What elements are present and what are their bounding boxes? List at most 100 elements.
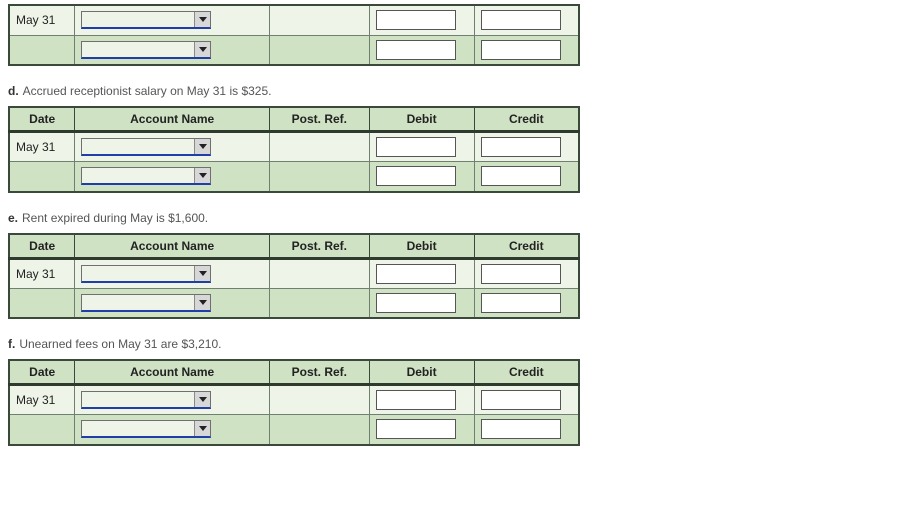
chevron-down-icon[interactable]	[194, 42, 210, 57]
debit-input[interactable]	[376, 293, 456, 313]
account-cell	[75, 258, 270, 288]
chevron-down-icon[interactable]	[194, 295, 210, 310]
account-cell	[75, 35, 270, 65]
credit-input[interactable]	[481, 264, 561, 284]
account-dropdown[interactable]	[81, 167, 211, 185]
debit-input[interactable]	[376, 390, 456, 410]
credit-input[interactable]	[481, 137, 561, 157]
header-credit: Credit	[474, 107, 579, 132]
credit-input[interactable]	[481, 10, 561, 30]
credit-input[interactable]	[481, 166, 561, 186]
postref-cell	[270, 258, 370, 288]
account-dropdown[interactable]	[81, 391, 211, 409]
section-prompt-text: Unearned fees on May 31 are $3,210.	[19, 337, 221, 351]
section-letter: f.	[8, 337, 15, 351]
header-debit: Debit	[369, 360, 474, 385]
account-cell	[75, 288, 270, 318]
table-row	[9, 288, 579, 318]
table-row	[9, 162, 579, 192]
postref-cell	[270, 385, 370, 415]
date-cell	[9, 288, 75, 318]
account-cell	[75, 415, 270, 445]
header-credit: Credit	[474, 360, 579, 385]
credit-cell	[474, 385, 579, 415]
postref-cell	[270, 162, 370, 192]
account-dropdown[interactable]	[81, 41, 211, 59]
table-row	[9, 415, 579, 445]
header-date: Date	[9, 360, 75, 385]
section-prompt-text: Accrued receptionist salary on May 31 is…	[23, 84, 272, 98]
debit-cell	[369, 35, 474, 65]
account-cell	[75, 385, 270, 415]
debit-cell	[369, 132, 474, 162]
postref-cell	[270, 415, 370, 445]
account-cell	[75, 162, 270, 192]
credit-cell	[474, 132, 579, 162]
section-prompt: e. Rent expired during May is $1,600.	[8, 211, 908, 225]
chevron-down-icon[interactable]	[194, 392, 210, 407]
account-dropdown[interactable]	[81, 11, 211, 29]
journal-table: DateAccount NamePost. Ref.DebitCreditMay…	[8, 359, 580, 446]
debit-input[interactable]	[376, 166, 456, 186]
debit-cell	[369, 5, 474, 35]
header-postref: Post. Ref.	[270, 360, 370, 385]
credit-cell	[474, 35, 579, 65]
header-postref: Post. Ref.	[270, 107, 370, 132]
credit-input[interactable]	[481, 390, 561, 410]
date-cell: May 31	[9, 258, 75, 288]
credit-cell	[474, 288, 579, 318]
postref-cell	[270, 132, 370, 162]
date-cell	[9, 415, 75, 445]
header-credit: Credit	[474, 234, 579, 259]
chevron-down-icon[interactable]	[194, 421, 210, 436]
section-letter: d.	[8, 84, 19, 98]
debit-cell	[369, 258, 474, 288]
account-cell	[75, 5, 270, 35]
header-account: Account Name	[75, 234, 270, 259]
section-letter: e.	[8, 211, 18, 225]
chevron-down-icon[interactable]	[194, 266, 210, 281]
journal-table: May 31	[8, 4, 580, 66]
header-debit: Debit	[369, 107, 474, 132]
credit-cell	[474, 5, 579, 35]
date-cell: May 31	[9, 132, 75, 162]
postref-cell	[270, 5, 370, 35]
debit-cell	[369, 415, 474, 445]
chevron-down-icon[interactable]	[194, 12, 210, 27]
section-prompt-text: Rent expired during May is $1,600.	[22, 211, 208, 225]
debit-cell	[369, 162, 474, 192]
credit-input[interactable]	[481, 293, 561, 313]
debit-input[interactable]	[376, 10, 456, 30]
header-date: Date	[9, 234, 75, 259]
header-account: Account Name	[75, 107, 270, 132]
debit-cell	[369, 385, 474, 415]
debit-input[interactable]	[376, 264, 456, 284]
debit-input[interactable]	[376, 137, 456, 157]
table-row	[9, 35, 579, 65]
date-cell	[9, 162, 75, 192]
header-date: Date	[9, 107, 75, 132]
credit-input[interactable]	[481, 40, 561, 60]
credit-cell	[474, 258, 579, 288]
account-dropdown[interactable]	[81, 420, 211, 438]
postref-cell	[270, 35, 370, 65]
table-row: May 31	[9, 132, 579, 162]
account-dropdown[interactable]	[81, 138, 211, 156]
section-prompt: d. Accrued receptionist salary on May 31 …	[8, 84, 908, 98]
account-dropdown[interactable]	[81, 294, 211, 312]
chevron-down-icon[interactable]	[194, 168, 210, 183]
chevron-down-icon[interactable]	[194, 139, 210, 154]
header-debit: Debit	[369, 234, 474, 259]
account-dropdown[interactable]	[81, 265, 211, 283]
debit-input[interactable]	[376, 40, 456, 60]
journal-table: DateAccount NamePost. Ref.DebitCredit May…	[8, 106, 580, 193]
credit-input[interactable]	[481, 419, 561, 439]
date-cell	[9, 35, 75, 65]
journal-table: DateAccount NamePost. Ref.DebitCreditMay…	[8, 233, 580, 320]
table-row: May 31	[9, 258, 579, 288]
date-cell: May 31	[9, 5, 75, 35]
section-prompt: f. Unearned fees on May 31 are $3,210.	[8, 337, 908, 351]
debit-input[interactable]	[376, 419, 456, 439]
postref-cell	[270, 288, 370, 318]
table-row: May 31	[9, 5, 579, 35]
